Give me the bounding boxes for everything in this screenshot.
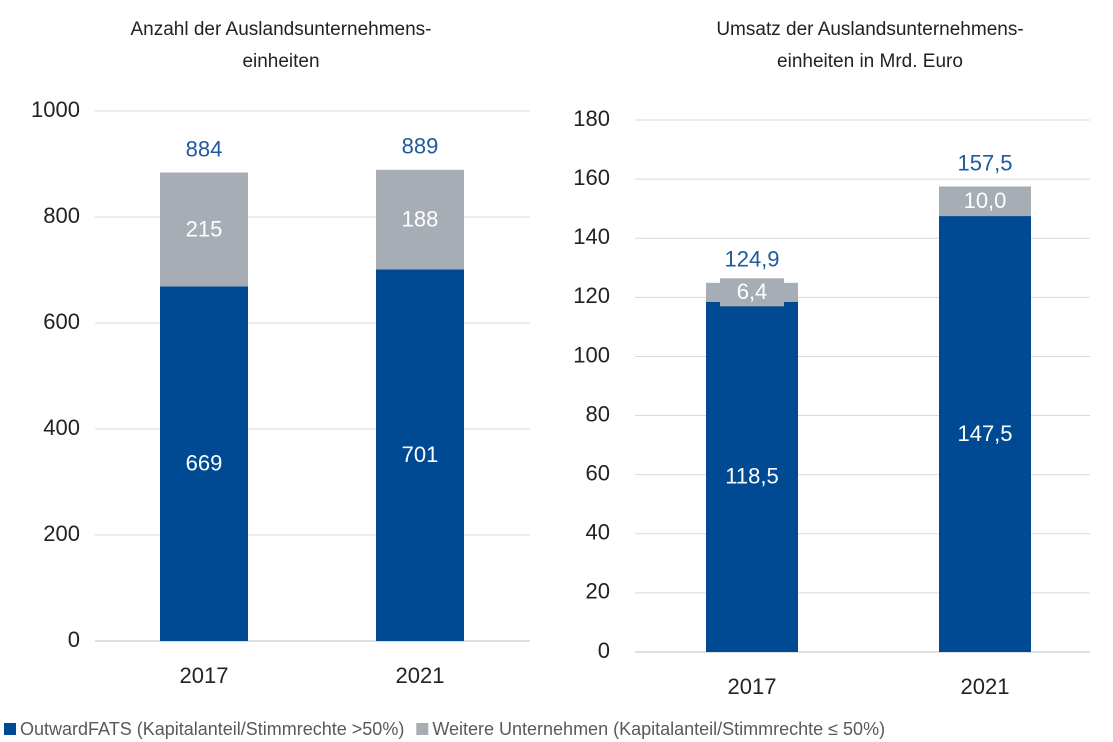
bar [376,169,464,270]
bar [160,286,248,641]
value-label: 188 [402,206,439,231]
x-tick-label: 2021 [396,663,445,688]
legend-label: Weitere Unternehmen (Kapitalanteil/Stimm… [432,719,885,739]
y-tick-label: 80 [586,401,610,426]
x-tick-label: 2017 [728,674,777,699]
legend-label: OutwardFATS (Kapitalanteil/Stimmrechte >… [20,719,404,739]
total-label: 884 [186,136,223,161]
value-label: 6,4 [737,279,768,304]
y-tick-label: 120 [573,283,610,308]
total-label: 889 [402,134,439,159]
y-tick-label: 60 [586,460,610,485]
legend-swatch [4,723,16,735]
y-tick-label: 0 [598,638,610,663]
x-tick-label: 2017 [180,663,229,688]
bar [939,216,1031,653]
y-tick-label: 140 [573,224,610,249]
value-label: 669 [186,451,223,476]
y-tick-label: 400 [43,415,80,440]
label-box [953,187,1017,216]
y-tick-label: 800 [43,203,80,228]
y-tick-label: 0 [68,627,80,652]
value-label: 147,5 [957,421,1012,446]
value-label: 118,5 [725,464,778,489]
total-label: 157,5 [957,150,1012,175]
x-tick-label: 2021 [961,674,1010,699]
value-label: 10,0 [964,188,1007,213]
y-tick-label: 160 [573,165,610,190]
bar [706,301,798,652]
y-tick-label: 600 [43,309,80,334]
y-tick-label: 180 [573,106,610,131]
label-box [720,278,784,307]
value-label: 215 [186,216,223,241]
legend-swatch [416,723,429,735]
total-label: 124,9 [724,247,779,272]
chart-title: Umsatz der Auslandsunternehmens-einheite… [716,19,1023,72]
y-tick-label: 1000 [31,97,80,122]
y-tick-label: 200 [43,521,80,546]
bar [160,172,248,287]
y-tick-label: 100 [573,342,610,367]
value-label: 701 [402,442,439,467]
chart-title: Anzahl der Auslandsunternehmens-einheite… [130,19,431,72]
bar [376,269,464,641]
y-tick-label: 40 [586,520,610,545]
y-tick-label: 20 [586,579,610,604]
